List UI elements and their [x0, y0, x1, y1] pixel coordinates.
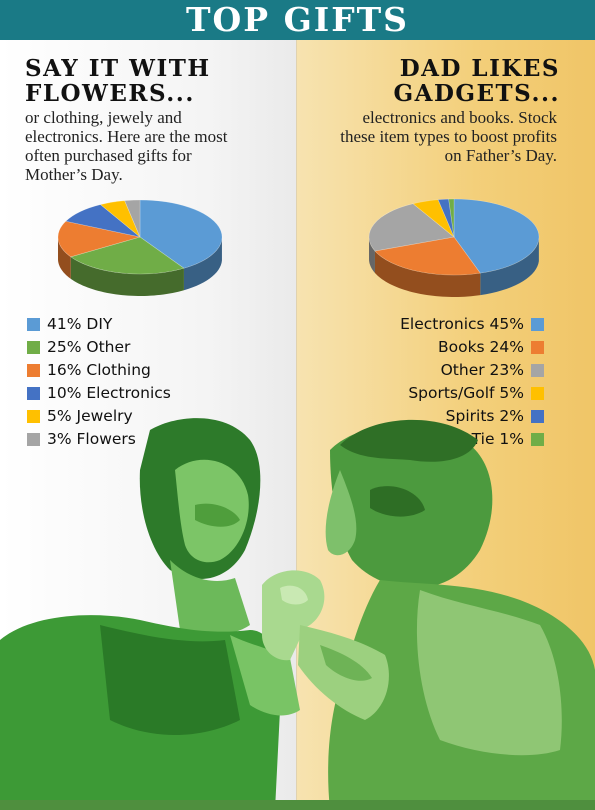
mothers-day-pie-chart: [57, 199, 223, 296]
mothers-legend-item: 10% Electronics: [27, 382, 171, 405]
fathers-legend-label: Sports/Golf 5%: [408, 384, 524, 402]
mothers-legend-swatch: [27, 318, 40, 331]
fathers-legend-swatch: [531, 318, 544, 331]
mothers-pie-slice-electronics: [65, 204, 141, 238]
fathers-legend-item: Spirits 2%: [400, 405, 544, 428]
fathers-legend-label: Electronics 45%: [400, 315, 524, 333]
fathers-legend-item: Sports/Golf 5%: [400, 382, 544, 405]
mothers-day-legend: 41% DIY 25% Other 16% Clothing 10% Electron…: [27, 313, 171, 451]
fathers-legend-swatch: [531, 364, 544, 377]
mothers-legend-swatch: [27, 433, 40, 446]
fathers-pie-slice-electronics: [453, 198, 540, 274]
mothers-legend-item: 16% Clothing: [27, 359, 171, 382]
mothers-legend-swatch: [27, 341, 40, 354]
arm-wrestling-illustration: [0, 418, 595, 810]
fathers-day-legend: Electronics 45% Books 24% Other 23% Sports/…: [400, 313, 544, 451]
mothers-legend-swatch: [27, 410, 40, 423]
fathers-pie-side-electronics: [480, 239, 539, 296]
fathers-legend-swatch: [531, 433, 544, 446]
mothers-pie-slice-jewelry: [99, 200, 141, 238]
mothers-legend-item: 41% DIY: [27, 313, 171, 336]
fathers-legend-label: Other 23%: [440, 361, 524, 379]
fathers-day-pie-chart: [368, 198, 540, 297]
fathers-day-blurb: electronics and books. Stock these item …: [340, 108, 557, 165]
fathers-pie-slice-tie: [448, 198, 455, 238]
panel-divider: [296, 40, 297, 810]
fathers-legend-item: Other 23%: [400, 359, 544, 382]
mothers-pie-slice-flowers: [124, 199, 141, 238]
mothers-legend-label: 25% Other: [47, 338, 131, 356]
mothers-pie-side-other: [70, 256, 184, 296]
mothers-legend-item: 5% Jewelry: [27, 405, 171, 428]
fathers-legend-swatch: [531, 387, 544, 400]
mothers-pie-slice-other: [70, 236, 185, 275]
mothers-day-blurb: or clothing, jewely and electronics. Her…: [25, 108, 228, 184]
mothers-pie-slice-diy: [139, 199, 223, 269]
mothers-legend-swatch: [27, 387, 40, 400]
fathers-pie-side-other: [369, 237, 375, 273]
mothers-legend-item: 3% Flowers: [27, 428, 171, 451]
header-banner: TOP GIFTS: [0, 0, 595, 40]
fathers-pie-slice-other: [368, 203, 455, 252]
mothers-legend-label: 41% DIY: [47, 315, 113, 333]
fathers-legend-swatch: [531, 341, 544, 354]
fathers-legend-label: Spirits 2%: [445, 407, 524, 425]
mothers-pie-side-clothing: [58, 237, 71, 279]
fathers-legend-item: Electronics 45%: [400, 313, 544, 336]
mothers-day-heading: SAY IT WITH FLOWERS...: [25, 55, 211, 107]
mothers-legend-swatch: [27, 364, 40, 377]
mothers-legend-label: 3% Flowers: [47, 430, 136, 448]
fathers-legend-swatch: [531, 410, 544, 423]
fathers-pie-slice-books: [374, 236, 481, 276]
fathers-legend-label: Books 24%: [437, 338, 524, 356]
mothers-legend-item: 25% Other: [27, 336, 171, 359]
fathers-pie-slice-spirits: [437, 198, 455, 238]
mothers-legend-label: 10% Electronics: [47, 384, 171, 402]
fathers-day-heading: DAD LIKES GADGETS...: [393, 55, 560, 107]
mothers-pie-side-diy: [183, 238, 222, 291]
fathers-legend-label: Tie 1%: [471, 430, 524, 448]
fathers-pie-side-books: [374, 250, 481, 297]
mothers-legend-label: 16% Clothing: [47, 361, 151, 379]
mothers-pie-slice-clothing: [57, 220, 141, 258]
fathers-pie-slice-sports-golf: [412, 199, 455, 238]
fathers-legend-item: Books 24%: [400, 336, 544, 359]
mothers-legend-label: 5% Jewelry: [47, 407, 133, 425]
fathers-legend-item: Tie 1%: [400, 428, 544, 451]
page-title: TOP GIFTS: [185, 0, 410, 39]
